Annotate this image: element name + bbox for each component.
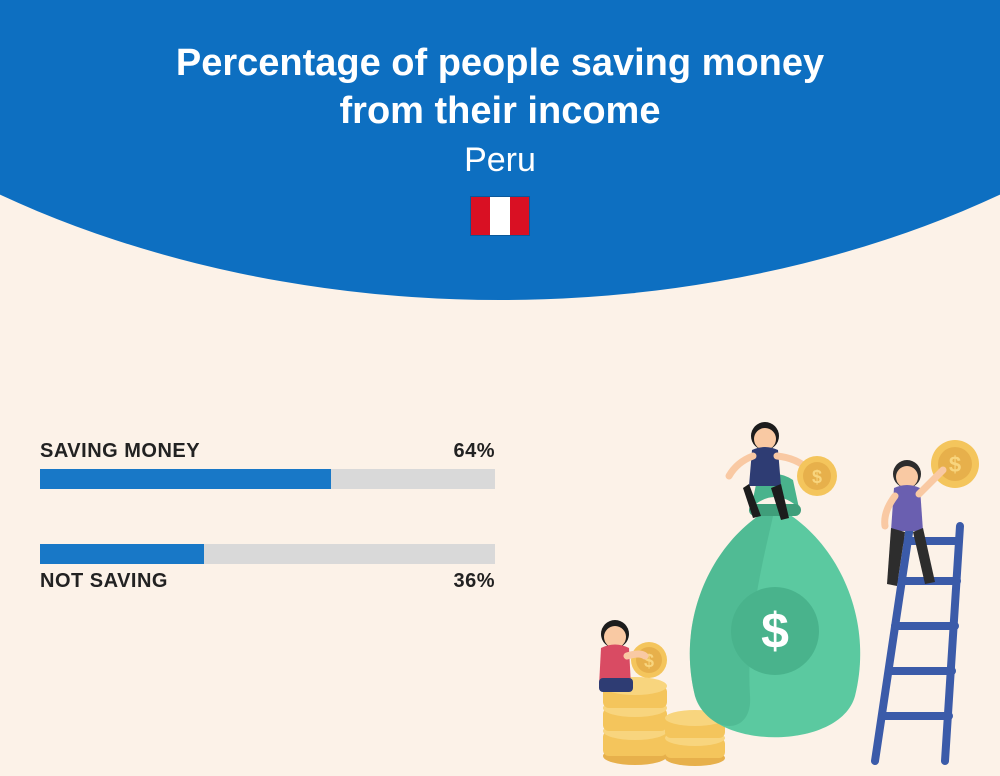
bar-value: 36% (453, 570, 495, 593)
svg-text:$: $ (761, 603, 789, 659)
bar-label: NOT SAVING (40, 570, 168, 593)
bar-labels: SAVING MONEY 64% (40, 440, 495, 463)
title-line-1: Percentage of people saving money (0, 40, 1000, 88)
header: Percentage of people saving money from t… (0, 0, 1000, 236)
bar-labels: NOT SAVING 36% (40, 570, 495, 593)
flag-stripe-left (471, 197, 490, 235)
flag-stripe-right (510, 197, 529, 235)
svg-text:$: $ (949, 452, 961, 477)
bar-saving-money: SAVING MONEY 64% (40, 440, 495, 489)
bar-track (40, 544, 495, 564)
title-line-2: from their income (0, 88, 1000, 136)
person-on-bag-icon: $ (729, 422, 837, 520)
svg-text:$: $ (812, 467, 822, 487)
bar-not-saving: NOT SAVING 36% (40, 544, 495, 593)
bar-fill (40, 544, 204, 564)
ladder-icon (875, 526, 960, 761)
person-on-ladder-icon: $ (885, 440, 979, 586)
country-name: Peru (0, 141, 1000, 180)
savings-illustration: $ $ $ (565, 416, 985, 766)
bar-value: 64% (453, 440, 495, 463)
peru-flag-icon (470, 196, 530, 236)
bar-track (40, 469, 495, 489)
money-bag-icon: $ (690, 474, 860, 737)
bars-area: SAVING MONEY 64% NOT SAVING 36% (40, 440, 495, 648)
bar-fill (40, 469, 331, 489)
flag-stripe-center (490, 197, 509, 235)
bar-label: SAVING MONEY (40, 440, 200, 463)
